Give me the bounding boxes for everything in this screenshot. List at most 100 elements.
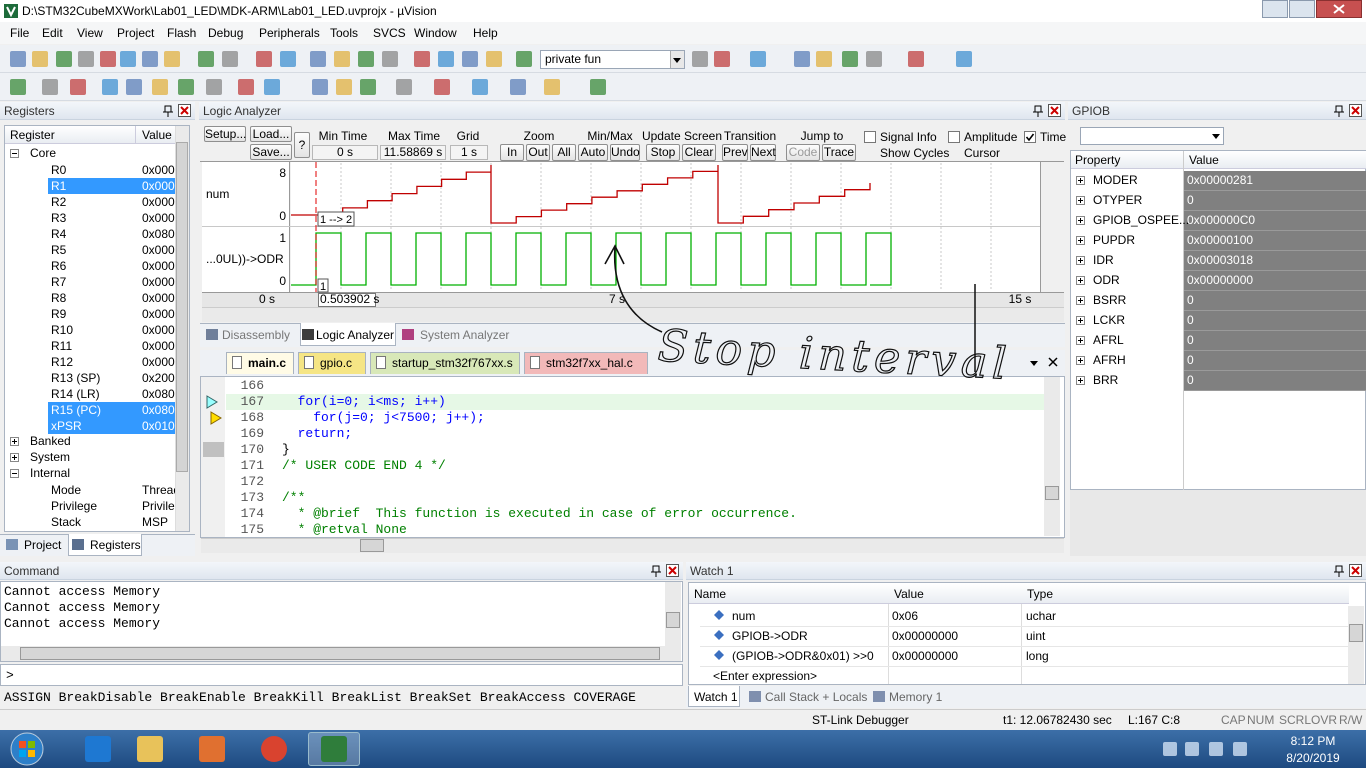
- toolbar-button[interactable]: [486, 51, 502, 67]
- toolbar-button[interactable]: [816, 51, 832, 67]
- tree-expander[interactable]: [1076, 296, 1085, 305]
- toolbar-button[interactable]: [336, 79, 352, 95]
- panel-tab[interactable]: Logic Analyzer: [316, 328, 395, 342]
- dropdown-arrow[interactable]: [1212, 134, 1220, 139]
- close-button[interactable]: [1349, 104, 1362, 117]
- editor-tab-label[interactable]: main.c: [248, 356, 287, 370]
- maximize-button[interactable]: [1289, 0, 1315, 18]
- dropdown-arrow[interactable]: [1030, 361, 1038, 366]
- toolbar-button[interactable]: [310, 51, 326, 67]
- start-button[interactable]: [8, 731, 46, 767]
- toolbar-button[interactable]: [434, 79, 450, 95]
- find-combo[interactable]: [540, 50, 685, 69]
- toolbar-button[interactable]: [164, 51, 180, 67]
- checkbox[interactable]: [864, 131, 876, 143]
- tree-expander[interactable]: [1076, 196, 1085, 205]
- button[interactable]: Stop: [646, 144, 680, 161]
- pin-button[interactable]: [1033, 105, 1043, 117]
- toolbar-button[interactable]: [312, 79, 328, 95]
- toolbar-button[interactable]: [238, 79, 254, 95]
- toolbar-button[interactable]: [10, 79, 26, 95]
- toolbar-button[interactable]: [692, 51, 708, 67]
- toolbar-button[interactable]: [78, 51, 94, 67]
- toolbar-button[interactable]: [842, 51, 858, 67]
- pin-button[interactable]: [163, 105, 173, 117]
- toolbar-button[interactable]: [360, 79, 376, 95]
- command-input[interactable]: [0, 664, 683, 686]
- option-label[interactable]: Time: [1040, 130, 1067, 144]
- toolbar-button[interactable]: [358, 51, 374, 67]
- toolbar-button[interactable]: [438, 51, 454, 67]
- pin-button[interactable]: [651, 565, 661, 577]
- option-label[interactable]: Signal Info: [880, 130, 937, 144]
- tree-expander[interactable]: [1076, 256, 1085, 265]
- panel-tab[interactable]: Disassembly: [222, 328, 291, 342]
- toolbar-button[interactable]: [544, 79, 560, 95]
- toolbar-button[interactable]: [280, 51, 296, 67]
- toolbar-button[interactable]: [10, 51, 26, 67]
- watch-enter[interactable]: <Enter expression>: [713, 669, 818, 683]
- button[interactable]: Out: [526, 144, 550, 161]
- toolbar-button[interactable]: [414, 51, 430, 67]
- toolbar-button[interactable]: [866, 51, 882, 67]
- editor-tab[interactable]: [524, 352, 648, 374]
- menu-item[interactable]: Edit: [42, 26, 63, 40]
- editor-tab[interactable]: [298, 352, 366, 374]
- tray-icon[interactable]: [1233, 742, 1247, 756]
- toolbar-button[interactable]: [334, 51, 350, 67]
- toolbar-button[interactable]: [142, 51, 158, 67]
- menu-item[interactable]: SVCS: [373, 26, 406, 40]
- tree-expander[interactable]: [1076, 276, 1085, 285]
- button[interactable]: Save...: [250, 144, 292, 160]
- menu-item[interactable]: Debug: [208, 26, 244, 40]
- tree-expander[interactable]: [1076, 216, 1085, 225]
- editor-tab-label[interactable]: startup_stm32f767xx.s: [392, 356, 513, 370]
- tree-expander[interactable]: [1076, 236, 1085, 245]
- tree-expander[interactable]: [1076, 316, 1085, 325]
- panel-tab[interactable]: System Analyzer: [420, 328, 510, 342]
- menu-item[interactable]: File: [10, 26, 30, 40]
- menu-item[interactable]: Window: [414, 26, 457, 40]
- tree-expander[interactable]: [1076, 356, 1085, 365]
- panel-tab[interactable]: Watch 1: [694, 690, 738, 704]
- toolbar-button[interactable]: [794, 51, 810, 67]
- button[interactable]: Code: [786, 144, 820, 161]
- panel-tab[interactable]: Project: [24, 538, 62, 552]
- pin-button[interactable]: [1334, 105, 1344, 117]
- toolbar-button[interactable]: [472, 79, 488, 95]
- close-button[interactable]: [1048, 104, 1061, 117]
- toolbar-button[interactable]: [516, 51, 532, 67]
- close-button[interactable]: [1349, 564, 1362, 577]
- menu-item[interactable]: Tools: [330, 26, 359, 40]
- toolbar-button[interactable]: [714, 51, 730, 67]
- toolbar-button[interactable]: [102, 79, 118, 95]
- button[interactable]: Auto: [578, 144, 608, 161]
- toolbar-button[interactable]: [956, 51, 972, 67]
- pin-button[interactable]: [1334, 565, 1344, 577]
- option-label[interactable]: Show Cycles: [880, 146, 950, 160]
- button[interactable]: Prev: [722, 144, 748, 161]
- panel-tab[interactable]: Memory 1: [889, 690, 943, 704]
- panel-tab[interactable]: Call Stack + Locals: [765, 690, 868, 704]
- tree-expander[interactable]: [10, 149, 19, 158]
- toolbar-button[interactable]: [56, 51, 72, 67]
- checkbox[interactable]: [948, 131, 960, 143]
- editor-tab-label[interactable]: stm32f7xx_hal.c: [546, 356, 633, 370]
- toolbar-button[interactable]: [120, 51, 136, 67]
- option-label[interactable]: Amplitude: [964, 130, 1018, 144]
- button[interactable]: ?: [294, 132, 310, 158]
- toolbar-button[interactable]: [178, 79, 194, 95]
- toolbar-button[interactable]: [100, 51, 116, 67]
- editor-tab-label[interactable]: gpio.c: [320, 356, 353, 370]
- toolbar-button[interactable]: [206, 79, 222, 95]
- toolbar-button[interactable]: [222, 51, 238, 67]
- tray-icon[interactable]: [1163, 742, 1177, 756]
- menu-item[interactable]: Peripherals: [259, 26, 320, 40]
- button[interactable]: Clear: [682, 144, 716, 161]
- toolbar-button[interactable]: [908, 51, 924, 67]
- tree-expander[interactable]: [1076, 336, 1085, 345]
- close-button[interactable]: [178, 104, 191, 117]
- button[interactable]: In: [500, 144, 524, 161]
- toolbar-button[interactable]: [198, 51, 214, 67]
- register-combo[interactable]: [1080, 127, 1224, 145]
